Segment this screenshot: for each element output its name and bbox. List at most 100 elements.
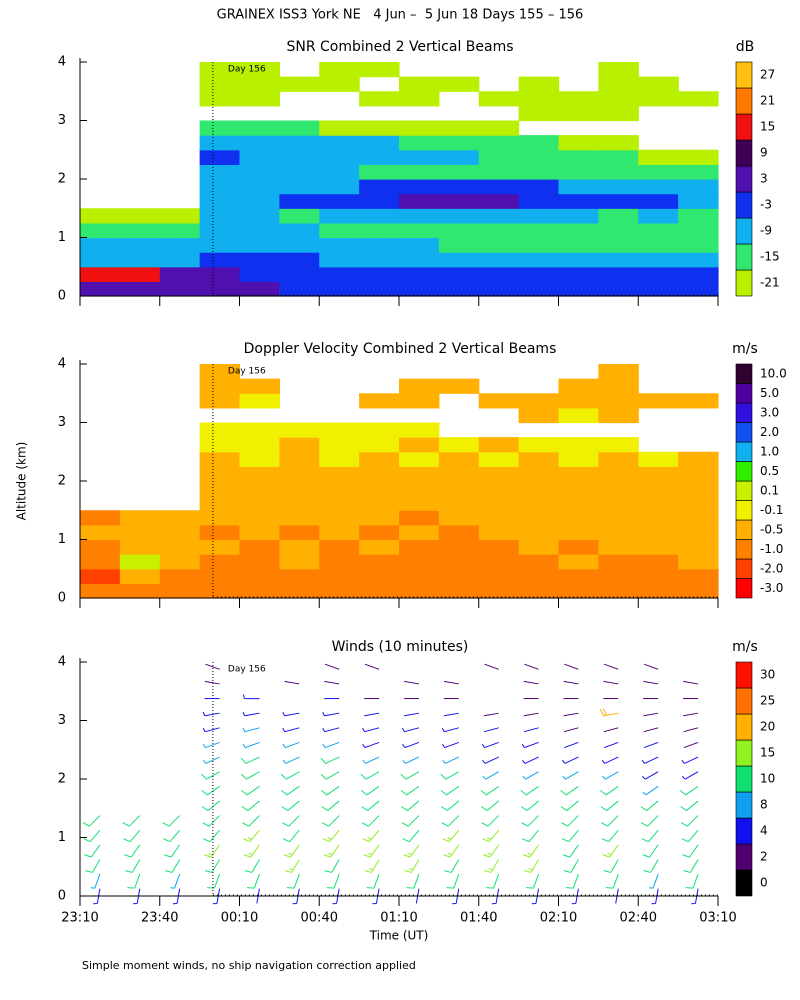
wind-barb <box>202 711 220 717</box>
wind-barb <box>402 727 420 733</box>
heatmap-cell <box>159 266 201 282</box>
wind-barb <box>165 859 181 873</box>
heatmap-cell <box>518 105 560 122</box>
wind-barb <box>641 829 659 843</box>
heatmap-cell <box>558 135 599 151</box>
wind-barb <box>404 859 420 873</box>
heatmap-cell <box>518 266 560 282</box>
heatmap-cell <box>359 164 400 180</box>
heatmap-cell <box>359 91 400 107</box>
heatmap-cell <box>478 266 520 282</box>
colorbar-box <box>735 869 753 897</box>
wind-barb <box>401 800 420 811</box>
heatmap-cell <box>638 524 679 541</box>
heatmap-cell <box>279 237 320 253</box>
heatmap-cell <box>159 539 201 555</box>
heatmap-cell <box>239 193 280 209</box>
heatmap-cell <box>279 266 320 282</box>
wind-barb <box>241 800 260 811</box>
colorbar-tick-label: 1.0 <box>760 444 779 458</box>
colorbar-box <box>735 558 753 579</box>
heatmap-cell <box>80 568 121 584</box>
heatmap-cell <box>478 466 520 482</box>
wind-barb <box>282 815 300 827</box>
heatmap-cell <box>159 568 201 584</box>
heatmap-cell <box>239 539 280 555</box>
wind-barb <box>243 844 260 858</box>
wind-barb <box>364 859 380 873</box>
heatmap-cell <box>399 554 440 570</box>
heatmap-cell <box>319 193 360 209</box>
heatmap-cell <box>359 539 400 555</box>
heatmap-cell <box>518 237 560 253</box>
heatmap-cell <box>558 179 599 195</box>
wind-barb <box>482 771 499 780</box>
heatmap-cell <box>678 149 719 165</box>
x-tick-label: 00:40 <box>301 911 338 926</box>
heatmap-cell <box>478 437 520 453</box>
wind-barb <box>444 859 460 873</box>
heatmap-cell <box>478 510 520 526</box>
wind-barb <box>523 680 539 685</box>
wind-barb <box>202 741 220 749</box>
heatmap-cell <box>199 481 241 497</box>
figure-title: GRAINEX ISS3 York NE 4 Jun – 5 Jun 18 Da… <box>217 8 584 23</box>
heatmap-cell <box>319 451 360 467</box>
heatmap-cell <box>558 378 599 394</box>
heatmap-cell <box>399 266 440 282</box>
heatmap-cell <box>199 208 241 224</box>
heatmap-cell <box>478 539 520 555</box>
wind-barb <box>641 756 659 764</box>
heatmap-cell <box>239 583 280 599</box>
heatmap-cell <box>119 568 161 584</box>
heatmap-cell <box>518 451 560 467</box>
heatmap-cell <box>119 583 161 599</box>
y-tick-label: 4 <box>58 655 66 670</box>
wind-barb <box>440 771 460 780</box>
y-tick-label: 3 <box>58 415 66 430</box>
heatmap-cell <box>159 281 201 297</box>
heatmap-cell <box>678 252 719 268</box>
heatmap-cell <box>359 393 400 409</box>
heatmap-cell <box>438 164 480 180</box>
heatmap-cell <box>399 237 440 253</box>
wind-barb <box>560 785 579 796</box>
wind-barb <box>242 727 260 733</box>
wind-barb <box>683 727 699 733</box>
heatmap-cell <box>478 568 520 584</box>
heatmap-cell <box>638 281 679 297</box>
wind-barb <box>282 829 300 843</box>
wind-barb <box>280 771 300 780</box>
heatmap-cell <box>558 481 599 497</box>
colorbar-label: m/s <box>732 639 758 655</box>
heatmap-cell <box>239 252 280 268</box>
heatmap-cell <box>239 76 280 92</box>
colorbar-box <box>735 578 753 599</box>
heatmap-cell <box>518 222 560 239</box>
wind-barb <box>683 680 699 685</box>
heatmap-cell <box>638 568 679 584</box>
y-tick-label: 4 <box>58 357 66 372</box>
wind-barb <box>643 680 659 685</box>
heatmap-cell <box>638 179 679 195</box>
wind-barb <box>521 756 539 764</box>
heatmap-cell <box>319 76 360 92</box>
heatmap-cell <box>558 495 599 511</box>
wind-barb <box>202 727 220 733</box>
heatmap-cell <box>319 281 360 297</box>
wind-barb <box>242 711 260 717</box>
heatmap-cell <box>558 149 599 165</box>
wind-barb <box>643 741 659 749</box>
colorbar-box <box>735 480 753 501</box>
heatmap-cell <box>438 466 480 482</box>
colorbar-tick-label: 8 <box>760 798 768 812</box>
x-tick-label: 02:10 <box>540 911 577 926</box>
wind-barb <box>563 712 579 717</box>
heatmap-cell <box>279 539 320 555</box>
heatmap-cell <box>598 164 639 180</box>
wind-barb <box>566 873 579 889</box>
heatmap-cell <box>678 495 719 511</box>
heatmap-cell <box>478 451 520 467</box>
heatmap-cell <box>80 510 121 526</box>
colorbar-box <box>735 843 753 871</box>
